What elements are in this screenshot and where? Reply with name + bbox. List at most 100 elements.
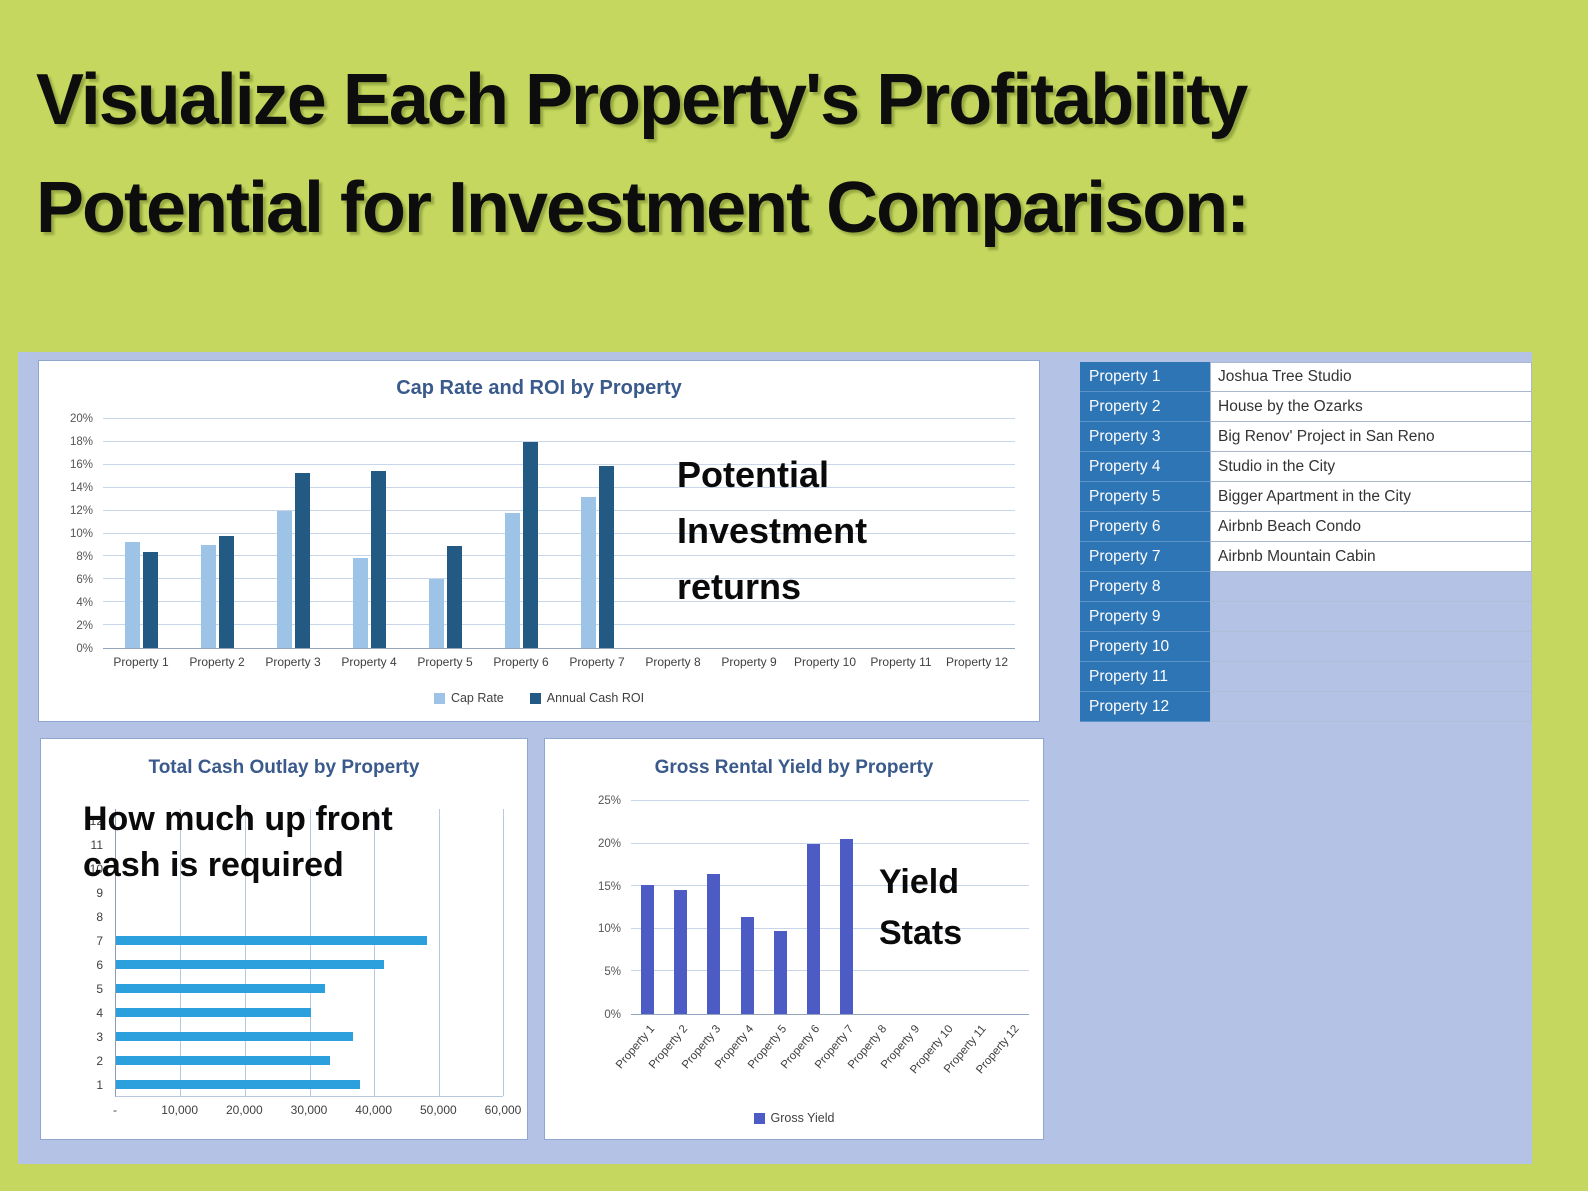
table-row-label: Property 9: [1080, 602, 1210, 632]
bar-property-5: [428, 579, 444, 648]
x-tick-label: Property 12: [945, 655, 1009, 669]
y-tick-label: 4%: [76, 597, 93, 609]
table-row-label: Property 11: [1080, 662, 1210, 692]
table-row-value: Studio in the City: [1210, 452, 1532, 482]
bar-property-7: [580, 496, 596, 648]
x-tick-label: Property 6: [493, 655, 549, 669]
gridline: [103, 624, 1015, 626]
x-tick-label: Property 5: [417, 655, 473, 669]
yield-plot: [631, 800, 1029, 1015]
yield-chart-panel: Gross Rental Yield by Property 0% 5% 10% 15…: [544, 738, 1044, 1140]
bar-row: [116, 929, 503, 953]
gridline: [244, 809, 246, 1096]
x-tick-label: Property 9: [721, 655, 777, 669]
gridline: [631, 842, 1029, 844]
gridline: [373, 809, 375, 1096]
x-tick-label: Property 2: [189, 655, 245, 669]
table-row-value: [1210, 602, 1532, 632]
table-row: Property 12: [1080, 692, 1532, 722]
gridline: [103, 440, 1015, 442]
bar-property-1: [641, 884, 655, 1014]
gridline: [180, 809, 182, 1096]
bar-group: [830, 801, 863, 1014]
y-tick-label: 2: [96, 1054, 103, 1068]
bar-property-2: [200, 544, 216, 648]
y-tick-label: 8: [96, 910, 103, 924]
bar-group: [179, 419, 255, 648]
gridline: [103, 418, 1015, 419]
y-tick-label: 16%: [69, 459, 93, 471]
table-row-label: Property 10: [1080, 632, 1210, 662]
y-tick-label: 14%: [69, 482, 93, 494]
x-tick-label: -: [113, 1103, 117, 1117]
gridline: [309, 809, 311, 1096]
outlay-y-labels: 12 11 10 9 8 7 6 5 4 3 2 1: [75, 809, 109, 1097]
bar-group: [407, 419, 483, 648]
y-tick-label: 10: [89, 862, 103, 876]
y-tick-label: 8%: [76, 551, 93, 563]
bar-property-3: [294, 472, 310, 648]
yield-y-axis: 0% 5% 10% 15% 20% 25%: [583, 795, 627, 1021]
x-tick-label: Property 12: [974, 1023, 1022, 1077]
legend-swatch: [753, 1112, 765, 1124]
y-tick-label: 25%: [597, 795, 621, 807]
bar-row: [116, 905, 503, 929]
cap-roi-y-axis: 0% 2% 4% 6% 8% 10% 12% 14% 16% 18% 20%: [49, 413, 99, 655]
y-tick-label: 1: [96, 1078, 103, 1092]
outlay-x-labels: - 10,000 20,000 30,000 40,000 50,000 60,000: [113, 1103, 521, 1119]
y-tick-label: 3: [96, 1030, 103, 1044]
x-tick-label: 60,000: [484, 1103, 522, 1117]
bar-property-2: [116, 1055, 331, 1065]
yield-legend: Gross Yield: [545, 1111, 1043, 1125]
table-row-label: Property 2: [1080, 392, 1210, 422]
bar-group: [664, 801, 697, 1014]
x-tick-label: Property 1: [113, 655, 169, 669]
cap-roi-annotation: Potential Investment returns: [677, 454, 868, 607]
y-tick-label: 5: [96, 982, 103, 996]
gridline: [503, 809, 504, 1096]
y-tick-label: 4: [96, 1006, 103, 1020]
table-row-label: Property 4: [1080, 452, 1210, 482]
bar-group: [331, 419, 407, 648]
bar-group: [103, 419, 179, 648]
bar-row: [116, 953, 503, 977]
table-row-value: [1210, 572, 1532, 602]
bar-property-2: [674, 889, 688, 1014]
bar-group: [797, 801, 830, 1014]
cap-roi-x-labels: Property 1 Property 2 Property 3 Property 4…: [103, 655, 1015, 673]
bar-property-4: [740, 916, 754, 1014]
table-row: Property 2 House by the Ozarks: [1080, 392, 1532, 422]
y-tick-label: 0%: [604, 1009, 621, 1021]
table-row-value: [1210, 632, 1532, 662]
dashboard-panel: Cap Rate and ROI by Property 0% 2% 4% 6% 8% 1…: [18, 352, 1532, 1164]
bar-property-4: [116, 1007, 311, 1017]
y-tick-label: 10%: [69, 528, 93, 540]
bar-property-4: [352, 557, 368, 648]
bar-property-6: [522, 441, 538, 648]
y-tick-label: 18%: [69, 436, 93, 448]
y-tick-label: 20%: [69, 413, 93, 425]
table-row-label: Property 12: [1080, 692, 1210, 722]
y-tick-label: 7: [96, 934, 103, 948]
gridline: [438, 809, 440, 1096]
x-tick-label: 50,000: [419, 1103, 457, 1117]
page-title-line-1: Visualize Each Property's Profitability: [36, 60, 1248, 140]
x-tick-label: Property 7: [569, 655, 625, 669]
table-row: Property 5 Bigger Apartment in the City: [1080, 482, 1532, 512]
gridline: [103, 509, 1015, 511]
y-tick-label: 10%: [597, 923, 621, 936]
outlay-chart-panel: Total Cash Outlay by Property 12 11 10 9 8 7 6…: [40, 738, 528, 1140]
legend-swatch: [433, 692, 445, 704]
table-row: Property 11: [1080, 662, 1532, 692]
y-tick-label: 12%: [69, 505, 93, 517]
bar-property-7: [598, 465, 614, 648]
legend-item: Annual Cash ROI: [529, 691, 644, 705]
gridline: [631, 970, 1029, 972]
table-row-label: Property 5: [1080, 482, 1210, 512]
bar-groups: [631, 801, 1029, 1014]
table-row: Property 7 Airbnb Mountain Cabin: [1080, 542, 1532, 572]
cap-roi-chart-panel: Cap Rate and ROI by Property 0% 2% 4% 6% 8% 1…: [38, 360, 1040, 722]
cap-roi-legend: Cap Rate Annual Cash ROI: [39, 691, 1039, 705]
table-row: Property 1 Joshua Tree Studio: [1080, 362, 1532, 392]
